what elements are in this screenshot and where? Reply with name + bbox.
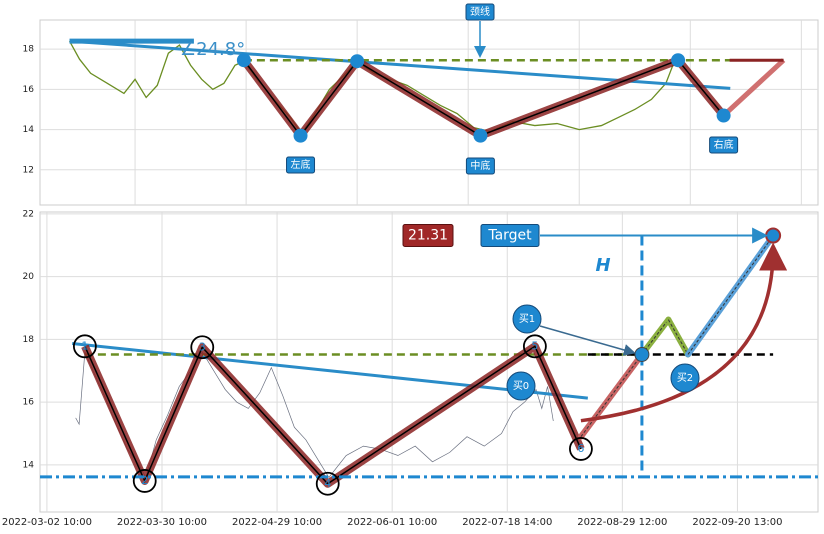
pattern — [81, 342, 585, 488]
forecast-core — [687, 235, 774, 355]
y-tick-label: 12 — [23, 165, 34, 175]
label-text: 中底 — [470, 159, 490, 172]
point-label: 1 — [81, 339, 88, 352]
pattern-core — [243, 59, 725, 137]
neckline — [72, 341, 588, 400]
pattern-point — [350, 54, 365, 69]
pattern-core — [84, 345, 582, 485]
x-tick-label: 2022-08-29 12:00 — [577, 517, 667, 528]
x-tick-label: 2022-09-20 13:00 — [692, 517, 782, 528]
top-frame — [39, 19, 819, 206]
target-value-box — [402, 224, 454, 248]
y-tick-label: 20 — [23, 272, 35, 282]
price-line — [75, 351, 554, 479]
label-box — [709, 136, 739, 154]
label-box — [286, 156, 316, 174]
target-box — [480, 224, 540, 248]
buy-label: 买0 — [513, 380, 529, 392]
pattern-point — [315, 471, 340, 496]
y-tick-label: 14 — [23, 460, 35, 470]
pattern-point — [72, 334, 97, 359]
rise-arrow — [580, 242, 788, 423]
point-label: 5 — [531, 339, 538, 352]
x-tick-label: 2022-04-29 10:00 — [232, 517, 322, 528]
pattern-point — [236, 53, 251, 68]
label-text: 右底 — [714, 138, 734, 151]
label-text: 颈线 — [470, 5, 490, 18]
x-tick-label: 2022-07-18 14:00 — [462, 517, 552, 528]
pattern-point — [716, 108, 731, 123]
buy-label: 买2 — [677, 372, 693, 384]
buy-label: 买1 — [519, 313, 535, 325]
height-label: H — [595, 255, 610, 276]
x-tick-label: 2022-03-30 10:00 — [117, 517, 207, 528]
pattern-point — [190, 335, 215, 360]
y-tick-label: 16 — [23, 398, 35, 408]
y-tick-label: 16 — [23, 85, 35, 95]
pattern-point — [569, 437, 593, 461]
target-value: 21.31 — [408, 228, 448, 244]
point-label: 2 — [141, 474, 148, 487]
pattern-point — [671, 53, 686, 68]
buy-marker — [506, 371, 536, 401]
pattern-point — [132, 469, 157, 493]
y-tick-label: 18 — [23, 335, 35, 345]
forecast-core — [580, 354, 643, 437]
pattern-point — [522, 334, 547, 359]
target-point — [765, 227, 782, 244]
label-box — [465, 157, 495, 175]
pattern-point — [293, 128, 308, 143]
point-label: 3 — [199, 340, 206, 353]
point-label: 4 — [324, 477, 331, 490]
target-label: Target — [487, 228, 532, 244]
buy1-arrow — [539, 325, 636, 356]
x-tick-label: 2022-06-01 10:00 — [347, 517, 437, 528]
buy-marker — [670, 363, 700, 393]
y-tick-label: 14 — [23, 125, 35, 135]
target-dot — [634, 346, 650, 362]
forecast-core — [667, 319, 689, 355]
label-box — [465, 3, 495, 21]
pattern-point — [473, 128, 488, 143]
x-tick-label: 2022-03-02 10:00 — [2, 517, 92, 528]
bottom-frame — [39, 211, 819, 513]
y-tick-label: 22 — [23, 209, 34, 219]
y-tick-label: 18 — [23, 45, 35, 55]
label-text: 左底 — [291, 158, 311, 171]
point-label: 6 — [577, 442, 584, 455]
angle-label: ∠24.8° — [180, 39, 245, 60]
projection — [721, 58, 786, 118]
buy-marker — [512, 304, 542, 334]
price-line — [68, 40, 675, 135]
